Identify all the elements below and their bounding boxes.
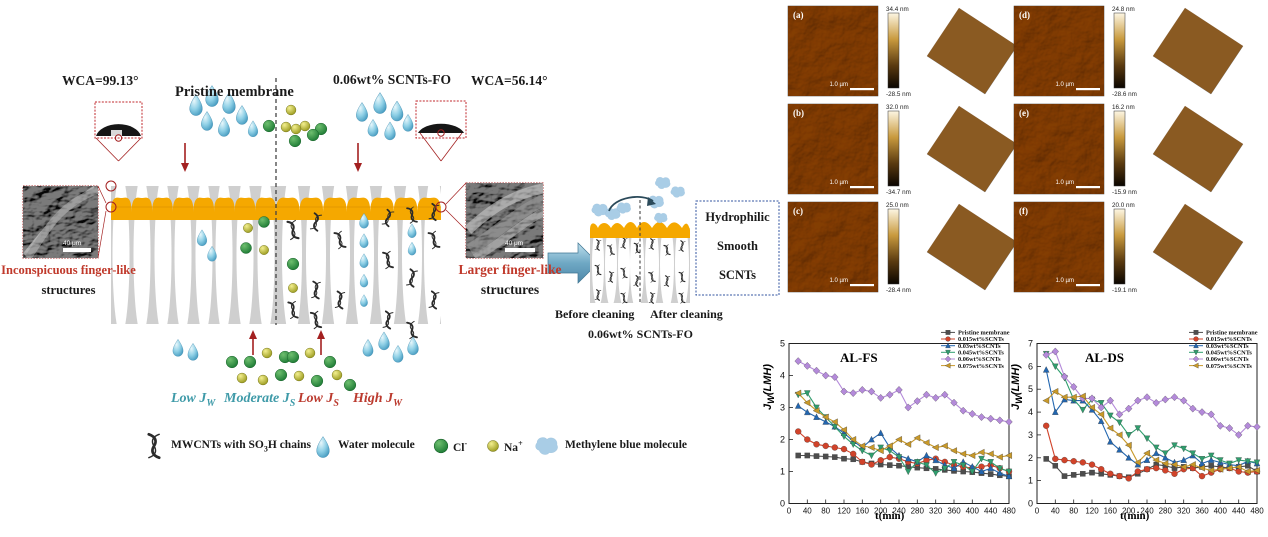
svg-text:40 μm: 40 μm: [63, 240, 81, 247]
svg-text:40 μm: 40 μm: [505, 240, 523, 247]
